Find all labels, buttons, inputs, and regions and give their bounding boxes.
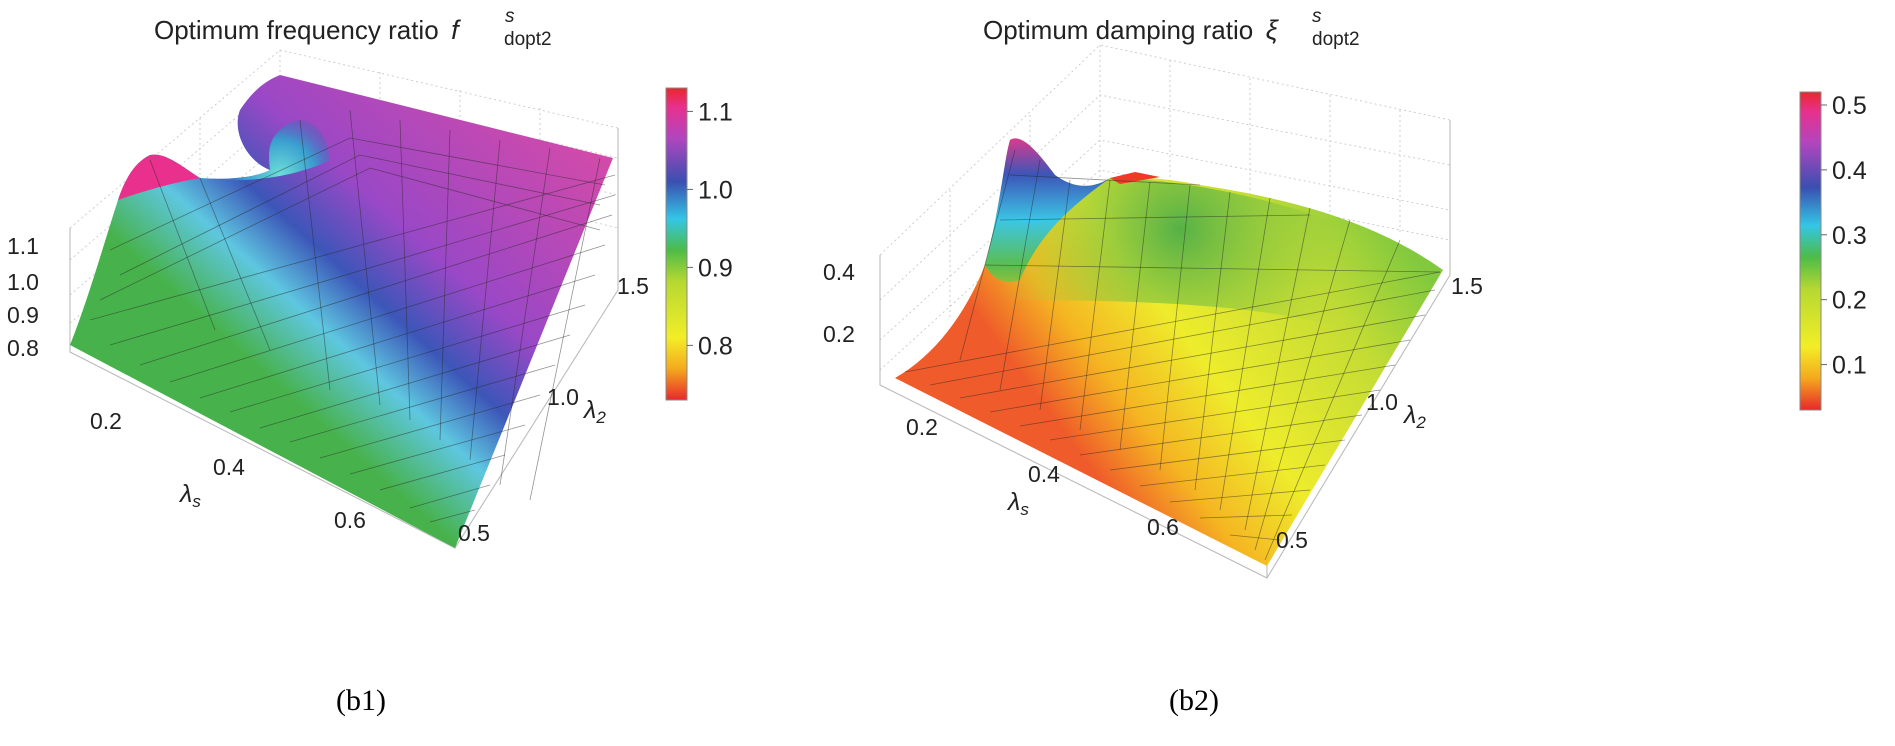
y-ticks-b1: 0.5 1.0 1.5 [458, 273, 649, 546]
colorbar-b1-bar [665, 87, 688, 401]
x-ticks-b2: 0.2 0.4 0.6 [906, 414, 1179, 540]
surface-top-b1 [70, 75, 613, 548]
surface-peak-b1 [118, 154, 200, 200]
x-tick: 0.4 [1028, 461, 1060, 487]
colorbar-tick-label: 1.0 [698, 176, 733, 204]
y-tick: 0.5 [458, 520, 490, 546]
chart-title-b2: Optimum damping ratio ξ [983, 15, 1280, 45]
z-tick: 0.9 [7, 302, 39, 328]
title-superscript-b1: s [505, 6, 515, 27]
y-ticks-b2: 0.5 1.0 1.5 [1276, 273, 1483, 553]
title-subscript-b2: dopt2 [1312, 29, 1360, 50]
colorbar-tick-label: 0.4 [1832, 157, 1867, 185]
z-ticks-b1: 1.1 1.0 0.9 0.8 [7, 233, 39, 361]
chart-title-b1: Optimum frequency ratio f [154, 15, 461, 45]
y-tick: 1.5 [617, 273, 649, 299]
x-tick: 0.2 [906, 414, 938, 440]
x-axis-label-b2: λs [1006, 488, 1029, 519]
chart-panel-b1: Optimum frequency ratio f s dopt2 1.1 1.… [7, 6, 733, 717]
colorbar-tick-label: 1.1 [698, 98, 733, 126]
x-ticks-b1: 0.2 0.4 0.6 [90, 408, 366, 533]
colorbar-b2-bar [1799, 91, 1822, 411]
colorbar-tick-label: 0.1 [1832, 352, 1867, 380]
x-tick: 0.6 [334, 507, 366, 533]
caption-b2: (b2) [1169, 684, 1219, 717]
colorbar-tick-label: 0.9 [698, 254, 733, 282]
y-tick: 1.5 [1451, 273, 1483, 299]
y-axis-label-b1: λ2 [582, 396, 606, 427]
chart-panel-b2: Optimum damping ratio ξ s dopt2 0.4 0.2 … [823, 6, 1867, 717]
axes-box-b2 [879, 44, 1451, 579]
surface-peak-b2 [985, 138, 1110, 282]
y-tick: 1.0 [1366, 389, 1398, 415]
colorbar-b1: 0.8 0.9 1.0 1.1 [665, 87, 733, 401]
z-tick: 1.1 [7, 233, 39, 259]
z-tick: 0.4 [823, 259, 855, 285]
z-tick: 1.0 [7, 269, 39, 295]
x-axis-label-b1: λs [178, 480, 201, 511]
title-subscript-b1: dopt2 [504, 29, 552, 50]
surface-b1 [70, 75, 616, 548]
title-superscript-b2: s [1312, 6, 1322, 27]
surface-hole-b1 [200, 120, 330, 181]
z-ticks-b2: 0.4 0.2 [823, 259, 855, 347]
y-tick: 1.0 [547, 384, 579, 410]
x-tick: 0.2 [90, 408, 122, 434]
z-tick: 0.8 [7, 335, 39, 361]
colorbar-tick-label: 0.3 [1832, 222, 1867, 250]
colorbar-b2: 0.1 0.2 0.3 0.4 0.5 [1799, 91, 1867, 411]
colorbar-tick-label: 0.5 [1832, 92, 1867, 120]
x-tick: 0.4 [213, 454, 245, 480]
z-tick: 0.2 [823, 321, 855, 347]
surface-b2 [895, 138, 1443, 566]
colorbar-tick-label: 0.8 [698, 332, 733, 360]
caption-b1: (b1) [336, 684, 386, 717]
y-axis-label-b2: λ2 [1402, 401, 1426, 432]
x-tick: 0.6 [1147, 514, 1179, 540]
y-tick: 0.5 [1276, 527, 1308, 553]
colorbar-tick-label: 0.2 [1832, 287, 1867, 315]
